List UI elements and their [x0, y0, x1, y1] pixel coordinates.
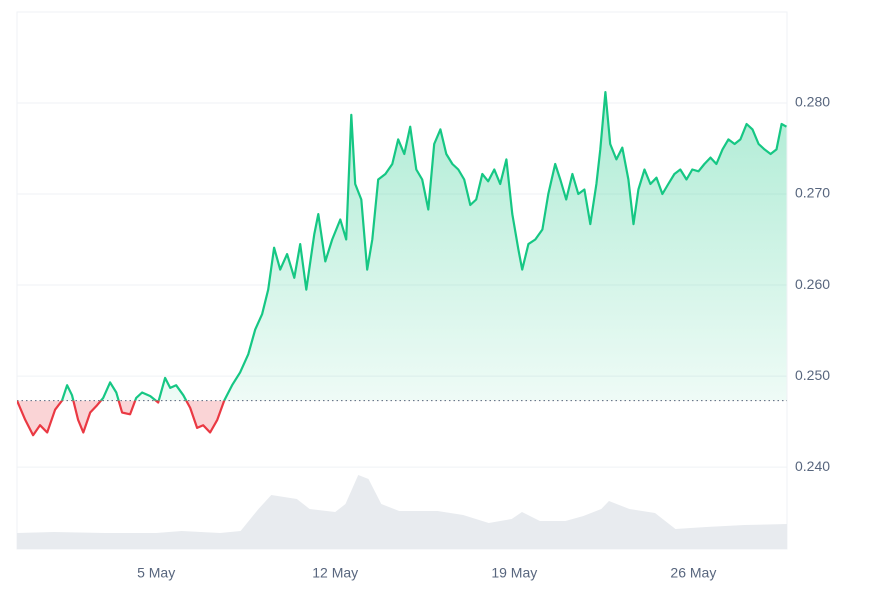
area-down [17, 400, 225, 436]
area-up [17, 92, 787, 401]
y-tick-label: 0.270 [795, 185, 830, 201]
x-tick-label: 5 May [137, 565, 175, 581]
x-tick-label: 19 May [491, 565, 537, 581]
price-line-up [17, 91, 787, 401]
y-tick-label: 0.250 [795, 367, 830, 383]
y-tick-label: 0.260 [795, 276, 830, 292]
x-tick-label: 26 May [670, 565, 716, 581]
y-tick-label: 0.240 [795, 458, 830, 474]
volume-area [17, 475, 787, 549]
y-tick-label: 0.280 [795, 94, 830, 110]
x-tick-label: 12 May [312, 565, 358, 581]
